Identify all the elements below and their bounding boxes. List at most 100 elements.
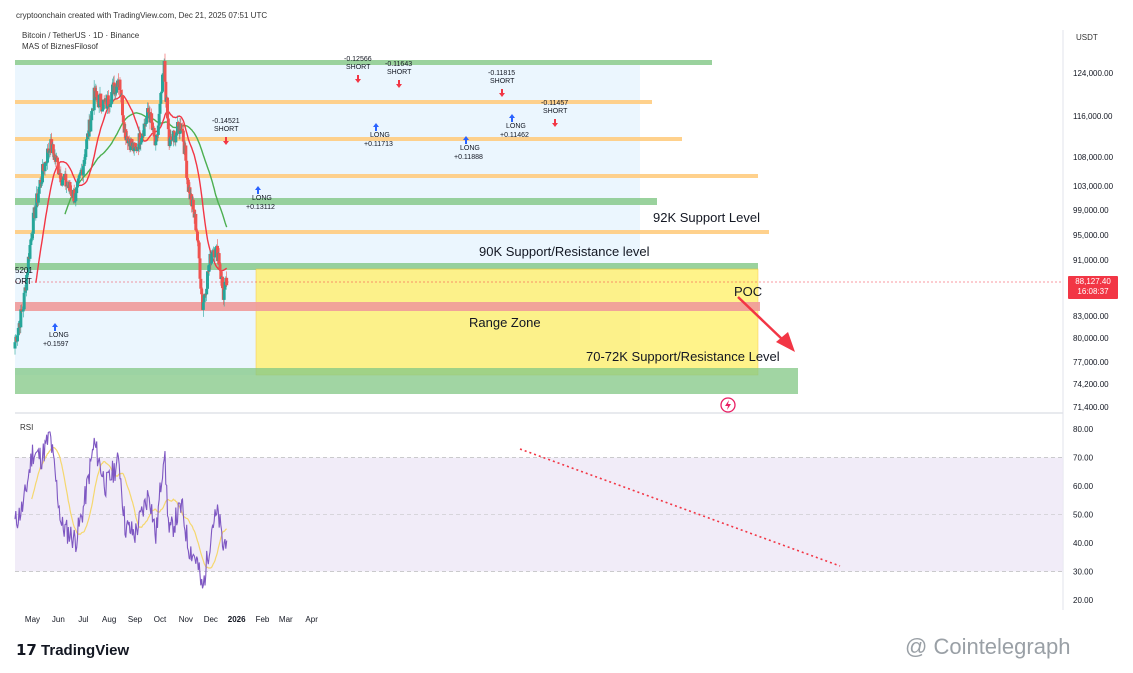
price-tick-label: 74,200.00 <box>1073 380 1109 389</box>
support-band-93k <box>15 230 769 234</box>
candle-body <box>30 233 34 239</box>
candle-body <box>176 121 180 127</box>
candle-body <box>222 289 226 300</box>
support-band-90k <box>15 263 758 270</box>
candle-body <box>55 157 59 163</box>
candle-body <box>205 288 209 295</box>
candle-body <box>197 242 201 259</box>
resistance-band-124k <box>15 60 712 65</box>
candle-body <box>124 129 128 141</box>
signal-label: SHORT <box>543 108 568 115</box>
candle-body <box>72 189 76 203</box>
price-tick-label: 77,000.00 <box>1073 358 1109 367</box>
candle-body <box>26 256 30 273</box>
candle-body <box>64 173 68 187</box>
candle-body <box>200 288 204 295</box>
arrow-down-icon <box>223 137 229 145</box>
signal-long: LONG +0.13112 <box>246 186 275 211</box>
candle-body <box>164 81 168 102</box>
candle-body <box>171 130 175 140</box>
candle-body <box>121 115 125 123</box>
current-price-tag: 88,127.40 16:08:37 <box>1068 276 1118 299</box>
signal-value: -0.11457 <box>541 100 568 107</box>
rsi-tick-label: 80.00 <box>1073 425 1094 434</box>
candle-body <box>154 141 158 146</box>
candle-body <box>108 104 112 108</box>
candle-body <box>60 180 64 186</box>
candle-body <box>75 181 79 188</box>
candle-body <box>140 138 144 143</box>
time-tick-label: Aug <box>102 615 116 624</box>
arrow-head <box>776 332 795 352</box>
time-tick-label: Nov <box>179 615 193 624</box>
candle-body <box>179 123 183 131</box>
time-tick-label: Jul <box>78 615 88 624</box>
candle-body <box>156 125 160 135</box>
candle-body <box>101 99 105 110</box>
candle-body <box>152 127 156 137</box>
annotation-90k: 90K Support/Resistance level <box>479 244 650 259</box>
candle-body <box>170 139 174 141</box>
signal-value: +0.13112 <box>246 204 275 211</box>
candle-body <box>75 187 79 194</box>
candle-body <box>175 132 179 136</box>
rsi-label: RSI <box>20 423 33 432</box>
resistance-band-118k <box>15 100 652 104</box>
tradingview-logo-icon: 𝟭𝟳 <box>16 642 42 659</box>
candle-body <box>118 79 122 90</box>
candle-body <box>83 157 87 160</box>
signal-long: LONG +0.11888 <box>454 136 483 161</box>
signal-value: +0.11713 <box>364 141 393 148</box>
range-zone <box>255 268 759 376</box>
candle-body <box>84 149 88 158</box>
candle-body <box>145 108 149 118</box>
resistance-band-106k <box>15 174 758 178</box>
time-tick-label: Apr <box>305 615 318 624</box>
signal-value: -0.11815 <box>488 70 515 77</box>
candle-body <box>106 95 110 107</box>
signal-label: LONG <box>506 123 526 130</box>
candle-body <box>210 253 214 264</box>
candle-body <box>150 122 154 131</box>
flash-icon[interactable] <box>720 397 736 413</box>
candle-body <box>202 295 206 303</box>
signal-label: LONG <box>460 145 480 152</box>
annotation-poc: POC <box>734 284 762 299</box>
candle-body <box>90 111 94 121</box>
candle-body <box>155 134 159 136</box>
candle-body <box>218 264 222 270</box>
time-tick-label: 2026 <box>228 615 246 624</box>
tradingview-logo[interactable]: 𝟭𝟳 TradingView <box>16 641 129 659</box>
support-band-100k <box>15 198 657 205</box>
candle-body <box>160 91 164 94</box>
current-price-value: 88,127.40 <box>1075 277 1111 286</box>
candle-body <box>157 113 161 126</box>
annotation-70-72k: 70-72K Support/Resistance Level <box>586 349 780 364</box>
arrow-up-icon <box>52 323 58 331</box>
time-tick-label: Mar <box>279 615 293 624</box>
candle-body <box>56 162 60 175</box>
candle-body <box>195 231 199 241</box>
candle-body <box>138 133 142 145</box>
candle-body <box>207 264 211 272</box>
candle-body <box>95 91 99 98</box>
candle-body <box>142 123 146 136</box>
candle-body <box>30 238 34 240</box>
flash-icon-bolt <box>725 400 731 410</box>
candle-body <box>31 212 35 234</box>
candle-body <box>20 310 24 312</box>
signal-label: SHORT <box>387 69 412 76</box>
candle-body <box>199 278 203 289</box>
arrow-up-icon <box>509 114 515 122</box>
candle-body <box>153 136 157 146</box>
candle-body <box>159 93 163 104</box>
candle-body <box>180 128 184 131</box>
candle-body <box>28 245 32 259</box>
signal-value: -0.11643 <box>385 61 412 68</box>
candle-body <box>220 276 224 289</box>
chart-created-caption: cryptoonchain created with TradingView.c… <box>16 11 268 20</box>
candle-body <box>219 269 223 280</box>
candle-body <box>188 187 192 200</box>
